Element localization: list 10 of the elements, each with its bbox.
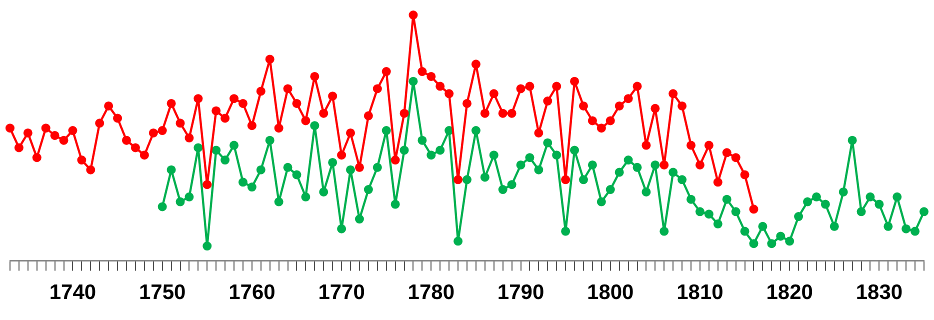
x-tick-label: 1820 bbox=[766, 281, 813, 304]
x-tick-label: 1800 bbox=[587, 281, 634, 304]
x-tick-label: 1760 bbox=[228, 281, 276, 304]
x-tick-label: 1790 bbox=[497, 281, 544, 304]
x-tick-label: 1750 bbox=[138, 281, 186, 304]
x-tick-label: 1810 bbox=[676, 281, 724, 304]
x-tick-label: 1740 bbox=[49, 281, 96, 304]
x-tick-label: 1780 bbox=[408, 281, 455, 304]
x-tick-label: 1830 bbox=[856, 281, 903, 304]
x-tick-label: 1770 bbox=[318, 281, 365, 304]
